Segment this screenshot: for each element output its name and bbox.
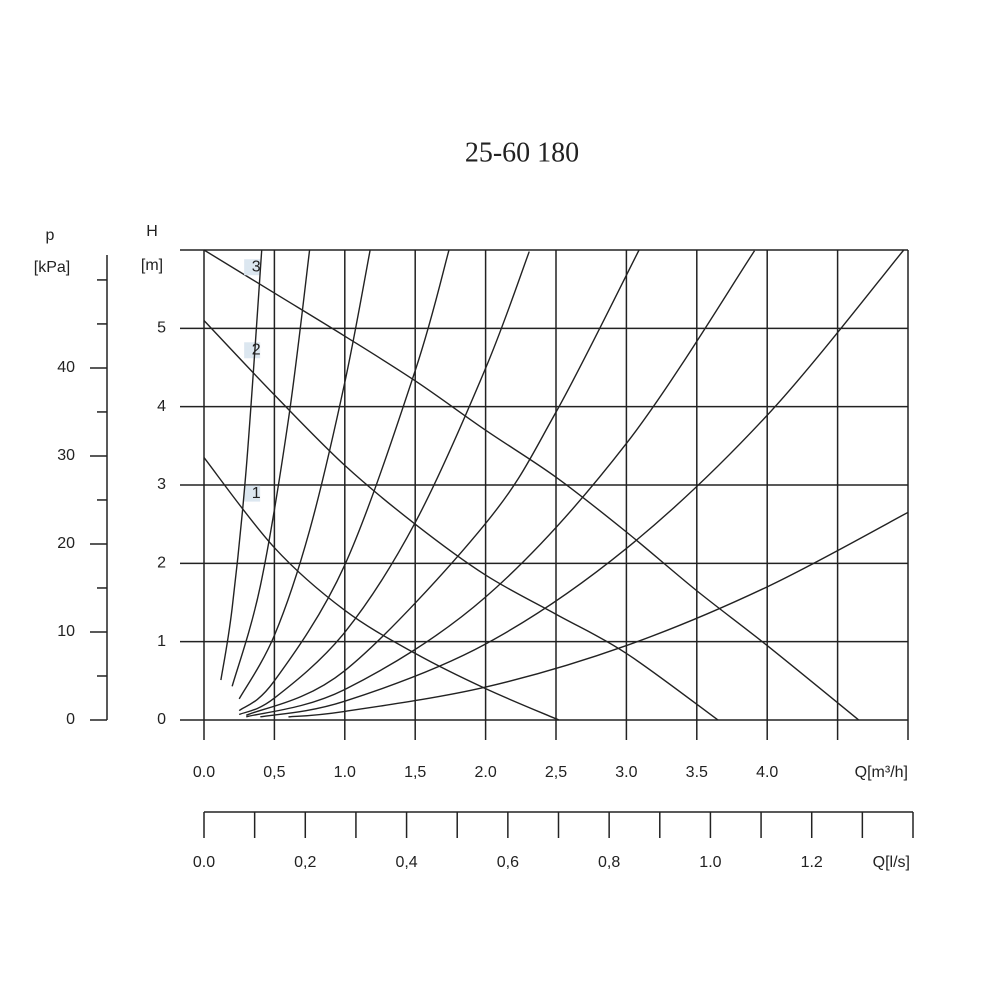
curve xyxy=(246,250,756,718)
y2-tick-label: 40 xyxy=(57,359,75,376)
y-tick-label: 5 xyxy=(157,320,166,337)
curve xyxy=(260,249,905,718)
curve xyxy=(238,251,530,716)
x2-tick-label: 0,6 xyxy=(497,854,519,871)
curve xyxy=(231,249,311,687)
x-tick-label: 2,5 xyxy=(545,764,567,781)
x2-axis-label: Q[l/s] xyxy=(873,854,910,871)
x2-tick-label: 0,4 xyxy=(395,854,417,871)
x2-tick-label: 0.0 xyxy=(193,854,215,871)
x-tick-label: 2.0 xyxy=(474,764,496,781)
curve xyxy=(203,320,719,721)
x-tick-label: 1.0 xyxy=(334,764,356,781)
curve-label: 2 xyxy=(252,341,261,358)
y-tick-label: 1 xyxy=(157,633,166,650)
y2-tick-label: 20 xyxy=(57,535,75,552)
curve xyxy=(238,249,371,700)
curve-label-box xyxy=(244,342,261,359)
curve xyxy=(220,249,263,681)
chart-title: 25-60 180 xyxy=(465,137,579,168)
x-tick-label: 3.5 xyxy=(686,764,708,781)
curve xyxy=(238,249,450,712)
curve xyxy=(245,249,640,716)
curve-label-box xyxy=(244,485,261,502)
y-tick-label: 2 xyxy=(157,555,166,572)
y2-tick-label: 0 xyxy=(66,711,75,728)
y-tick-label: 4 xyxy=(157,398,166,415)
x-axis-label: Q[m³/h] xyxy=(855,764,908,781)
y2-tick-label: 10 xyxy=(57,623,75,640)
x2-tick-label: 1.0 xyxy=(699,854,721,871)
curve-label: 3 xyxy=(252,258,261,275)
h-axis-unit: [m] xyxy=(141,257,163,274)
x-tick-label: 4.0 xyxy=(756,764,778,781)
y-tick-label: 3 xyxy=(157,476,166,493)
curve xyxy=(203,249,860,721)
curve-label-box xyxy=(244,259,261,276)
curve xyxy=(288,511,909,718)
h-axis-label: H xyxy=(146,223,158,240)
x2-tick-label: 1.2 xyxy=(801,854,823,871)
x2-tick-label: 0,2 xyxy=(294,854,316,871)
p-axis-label: p xyxy=(46,227,55,244)
x-tick-label: 0.0 xyxy=(193,764,215,781)
x-tick-label: 3.0 xyxy=(615,764,637,781)
x2-tick-label: 0,8 xyxy=(598,854,620,871)
p-axis-unit: [kPa] xyxy=(34,259,70,276)
curve xyxy=(203,457,560,721)
y2-tick-label: 30 xyxy=(57,447,75,464)
x-tick-label: 1,5 xyxy=(404,764,426,781)
y-tick-label: 0 xyxy=(157,711,166,728)
curve-label: 1 xyxy=(252,485,261,502)
x-tick-label: 0,5 xyxy=(263,764,285,781)
